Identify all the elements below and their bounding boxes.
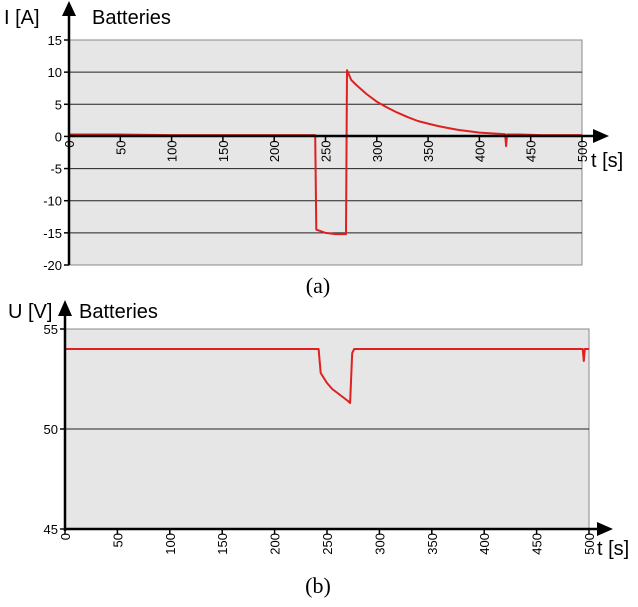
x-tick-label-b: 0 — [58, 533, 73, 540]
x-tick-labels-b: 0 50 100 150 200 250 300 350 400 450 500 — [58, 529, 597, 555]
x-tick-label-b: 200 — [268, 533, 283, 555]
x-tick-label-b: 300 — [372, 533, 387, 555]
x-tick-label-a: 150 — [216, 140, 231, 162]
y-axis-arrow-b — [58, 300, 72, 316]
chart-title-b: Batteries — [79, 301, 158, 323]
voltage-series-line — [65, 348, 589, 404]
y-tick-label-b: 45 — [44, 522, 58, 537]
x-tick-label-a: 400 — [472, 140, 487, 162]
x-tick-label-a: 350 — [421, 140, 436, 162]
y-tick-label-a: -5 — [50, 162, 62, 177]
y-axis-arrow-a — [62, 1, 76, 16]
y-tick-label-a: -10 — [43, 194, 62, 209]
x-tick-label-a: 500 — [575, 140, 590, 162]
x-tick-label-b: 500 — [582, 533, 597, 555]
x-tick-label-a: 100 — [165, 140, 180, 162]
x-tick-label-b: 50 — [110, 533, 125, 547]
current-series-line — [69, 69, 582, 236]
chart-title-a: Batteries — [92, 7, 171, 29]
y-tick-labels-b: 55 50 45 — [44, 322, 65, 537]
y-tick-label-b: 55 — [44, 322, 58, 337]
x-tick-label-a: 300 — [370, 140, 385, 162]
x-tick-label-b: 450 — [530, 533, 545, 555]
x-tick-label-b: 250 — [320, 533, 335, 555]
x-tick-label-a: 250 — [319, 140, 334, 162]
y-axis-label-a: I [A] — [4, 7, 40, 29]
y-tick-labels-a: 15 10 5 0 -5 -10 -15 -20 — [43, 33, 69, 273]
y-tick-label-a: 0 — [55, 129, 62, 144]
x-tick-label-b: 350 — [425, 533, 440, 555]
x-axis-arrow-a — [593, 129, 609, 143]
y-axis-label-b: U [V] — [8, 301, 52, 323]
y-tick-label-a: 10 — [48, 65, 62, 80]
y-tick-label-a: -15 — [43, 226, 62, 241]
y-tick-label-a: 15 — [48, 33, 62, 48]
x-axis-label-a: t [s] — [591, 150, 623, 172]
x-axis-arrow-b — [597, 522, 613, 536]
y-tick-label-b: 50 — [44, 422, 58, 437]
x-tick-label-b: 100 — [163, 533, 178, 555]
panel-label-b: (b) — [305, 573, 331, 598]
panel-label-a: (a) — [306, 273, 330, 298]
panel-a: 15 10 5 0 -5 -10 -15 -20 0 50 100 150 200 250 300 350 4… — [4, 1, 623, 298]
x-tick-label-b: 400 — [477, 533, 492, 555]
x-tick-label-a: 200 — [267, 140, 282, 162]
plot-area-a — [68, 39, 583, 266]
y-tick-label-a: 5 — [55, 97, 62, 112]
x-tick-label-b: 150 — [215, 533, 230, 555]
x-axis-label-b: t [s] — [597, 538, 629, 560]
x-tick-label-a: 50 — [113, 140, 128, 154]
panel-b: 55 50 45 0 50 100 150 200 250 300 350 400 450 500 U … — [8, 300, 629, 598]
x-tick-label-a: 450 — [524, 140, 539, 162]
y-tick-label-a: -20 — [43, 258, 62, 273]
